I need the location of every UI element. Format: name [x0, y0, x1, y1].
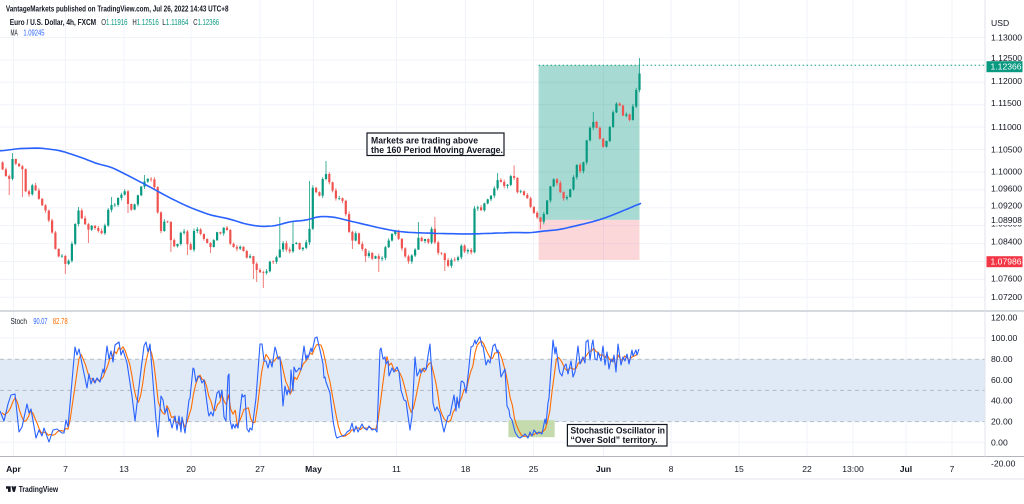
svg-text:1.13000: 1.13000 — [991, 33, 1022, 43]
svg-text:1.10500: 1.10500 — [991, 145, 1022, 155]
svg-text:120.00: 120.00 — [991, 313, 1018, 323]
svg-text:0.00: 0.00 — [991, 437, 1008, 447]
svg-text:1.09200: 1.09200 — [991, 201, 1022, 211]
svg-text:13:00: 13:00 — [842, 464, 864, 474]
svg-text:40.00: 40.00 — [991, 396, 1013, 406]
svg-text:O1.11916: O1.11916 — [101, 17, 127, 27]
svg-text:25: 25 — [529, 464, 539, 474]
svg-text:1.12000: 1.12000 — [991, 76, 1022, 86]
svg-text:82.78: 82.78 — [53, 316, 68, 326]
svg-text:1.09245: 1.09245 — [23, 27, 44, 37]
svg-text:1.08400: 1.08400 — [991, 237, 1022, 247]
svg-text:Stochastic Oscillator in: Stochastic Oscillator in — [571, 426, 666, 436]
svg-text:Jul: Jul — [900, 464, 912, 474]
svg-text:15: 15 — [734, 464, 744, 474]
svg-text:Apr: Apr — [6, 464, 21, 474]
svg-text:Stoch: Stoch — [11, 316, 28, 326]
svg-text:H1.12516: H1.12516 — [132, 17, 158, 27]
svg-text:USD: USD — [991, 18, 1009, 28]
svg-text:1.12366: 1.12366 — [991, 62, 1022, 72]
svg-text:1.11000: 1.11000 — [991, 122, 1022, 132]
svg-text:1.09600: 1.09600 — [991, 184, 1022, 194]
svg-text:C1.12366: C1.12366 — [193, 17, 219, 27]
svg-text:13: 13 — [119, 464, 129, 474]
svg-text:1.07600: 1.07600 — [991, 274, 1022, 284]
svg-text:20: 20 — [186, 464, 196, 474]
svg-text:Jun: Jun — [596, 464, 611, 474]
svg-text:Euro / U.S. Dollar, 4h, FXCM: Euro / U.S. Dollar, 4h, FXCM — [10, 17, 96, 27]
svg-text:100.00: 100.00 — [991, 333, 1018, 343]
svg-text:90.07: 90.07 — [33, 316, 47, 326]
svg-text:MA: MA — [11, 27, 18, 37]
svg-text:60.00: 60.00 — [991, 375, 1013, 385]
svg-text:1.08908: 1.08908 — [991, 215, 1022, 225]
svg-text:7: 7 — [950, 464, 955, 474]
svg-text:the 160 Period Moving Average.: the 160 Period Moving Average. — [371, 145, 503, 155]
svg-text:20.00: 20.00 — [991, 417, 1013, 427]
svg-text:TradingView: TradingView — [19, 484, 59, 494]
svg-text:1.07200: 1.07200 — [991, 292, 1022, 302]
svg-text:May: May — [305, 464, 322, 474]
svg-text:8: 8 — [669, 464, 674, 474]
svg-text:VantageMarkets published on Tr: VantageMarkets published on TradingView.… — [6, 3, 229, 13]
svg-text:22: 22 — [802, 464, 812, 474]
svg-text:1.10000: 1.10000 — [991, 167, 1022, 177]
svg-text:27: 27 — [255, 464, 265, 474]
svg-text:-20.00: -20.00 — [991, 458, 1016, 468]
svg-text:1.07986: 1.07986 — [991, 257, 1022, 267]
svg-text:7: 7 — [63, 464, 68, 474]
svg-text:L1.11864: L1.11864 — [162, 17, 188, 27]
svg-text:Markets are trading above: Markets are trading above — [371, 136, 478, 146]
svg-text:80.00: 80.00 — [991, 354, 1013, 364]
svg-text:18: 18 — [461, 464, 471, 474]
svg-text:1.11500: 1.11500 — [991, 98, 1022, 108]
svg-text:1.12500: 1.12500 — [991, 53, 1022, 63]
svg-text:“Over Sold” territory.: “Over Sold” territory. — [571, 435, 658, 445]
svg-text:11: 11 — [392, 464, 401, 474]
